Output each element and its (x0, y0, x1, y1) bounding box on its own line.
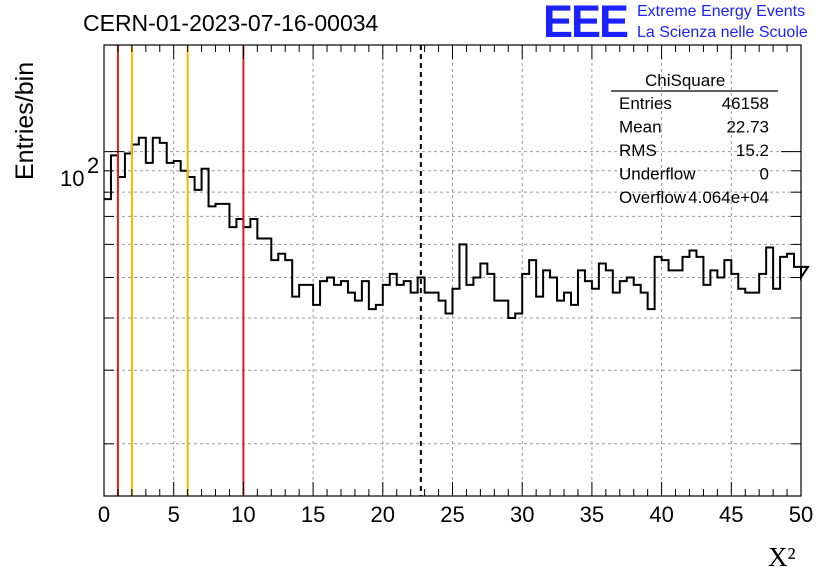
x-tick-label: 40 (649, 502, 673, 527)
stats-label: Underflow (619, 165, 696, 184)
stats-value: 4.064e+04 (688, 188, 769, 207)
y-tick-label: 10 2 (60, 153, 99, 191)
x-tick-label: 10 (231, 502, 255, 527)
chart-title: CERN-01-2023-07-16-00034 (83, 10, 379, 36)
x-tick-labels: 0 5 10 15 20 25 30 35 40 45 50 (98, 502, 813, 527)
stats-label: RMS (619, 141, 657, 160)
stats-label: Overflow (619, 188, 687, 207)
eee-logo: EEE (543, 0, 629, 47)
marker-lines (116, 45, 422, 496)
grid (104, 45, 801, 496)
stats-value: 22.73 (726, 118, 769, 137)
histogram (104, 136, 810, 319)
histogram-line (104, 136, 810, 319)
stats-label: Mean (619, 118, 662, 137)
x-tick-label: 50 (789, 502, 813, 527)
logo-line-1: Extreme Energy Events (637, 3, 806, 20)
stats-value: 46158 (722, 94, 769, 113)
stats-title: ChiSquare (645, 71, 725, 90)
x-tick-label: 0 (98, 502, 110, 527)
x-tick-label: 30 (510, 502, 534, 527)
x-tick-label: 35 (580, 502, 604, 527)
stats-box: ChiSquare Entries 46158 Mean 22.73 RMS 15.2 Un… (611, 71, 778, 207)
logo-line-2: La Scienza nelle Scuole (637, 24, 808, 41)
y-tick-label-exponent: 2 (87, 153, 99, 178)
x-tick-label: 5 (168, 502, 180, 527)
stats-value: 0 (760, 165, 769, 184)
x-tick-label: 25 (440, 502, 464, 527)
y-axis-label: Entries/bin (11, 62, 39, 180)
x-axis-label: X² (768, 542, 796, 572)
stats-label: Entries (619, 94, 672, 113)
x-tick-label: 45 (719, 502, 743, 527)
x-tick-label: 20 (371, 502, 395, 527)
stats-value: 15.2 (736, 141, 769, 160)
axis-ticks (103, 45, 802, 496)
y-tick-label-base: 10 (60, 166, 84, 191)
x-tick-label: 15 (301, 502, 325, 527)
